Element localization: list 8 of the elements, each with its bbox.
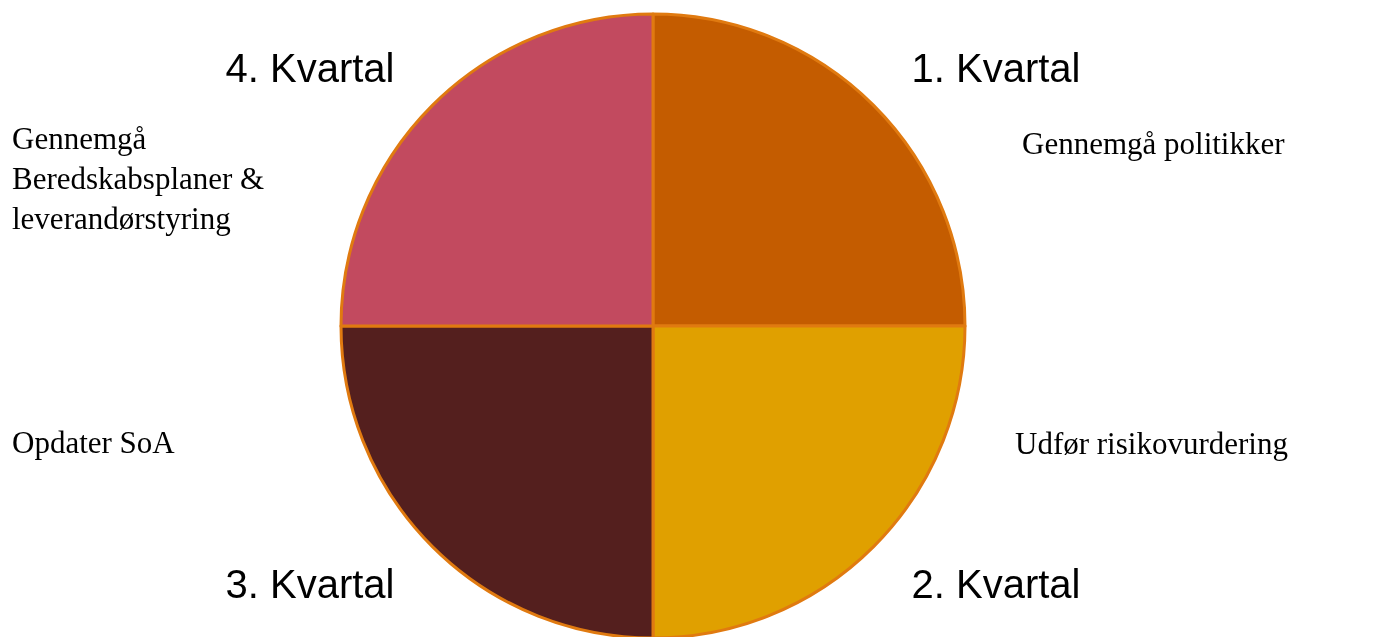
text: Opdater SoA [12,424,176,460]
slice-label: 3. Kvartal [225,562,395,606]
text: Gennemgå politikker [1022,125,1286,161]
slice-label: 1. Kvartal [911,46,1081,90]
text: Udfør risikovurdering [1015,425,1288,461]
text: Gennemgå Beredskabsplaner & leverandørstyring [12,120,265,236]
slice-label: 2. Kvartal [911,562,1081,606]
slice-label: 4. Kvartal [225,46,395,90]
